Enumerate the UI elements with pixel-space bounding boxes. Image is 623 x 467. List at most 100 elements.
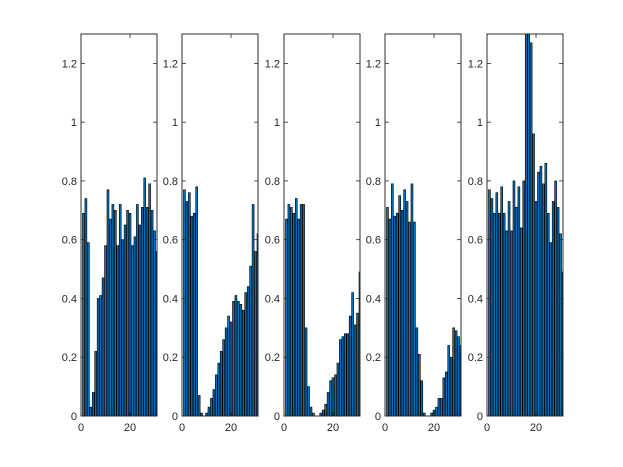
bar: [346, 333, 350, 416]
y-tick-label: 1: [375, 117, 381, 129]
bar: [96, 298, 100, 416]
subplot-3: 0 0.2 0.4 0.6 0.8 1 1.2 0 20: [265, 33, 361, 434]
bar: [183, 189, 186, 416]
bar: [497, 212, 501, 416]
bar: [353, 324, 357, 416]
bar: [234, 295, 238, 416]
bar: [99, 295, 102, 416]
bar: [109, 218, 112, 416]
bar: [94, 351, 97, 416]
bar: [101, 277, 105, 416]
bar: [207, 406, 211, 416]
bar: [309, 406, 313, 416]
bar: [229, 321, 233, 416]
bar: [420, 380, 424, 416]
y-tick-label: 1.2: [468, 58, 483, 70]
x-tick-label: 0: [281, 422, 287, 434]
bar: [331, 377, 335, 416]
bar: [138, 224, 142, 416]
bar: [185, 201, 189, 416]
bar: [244, 292, 248, 416]
bar: [547, 212, 550, 416]
bar: [442, 377, 446, 416]
bar: [430, 412, 433, 416]
bar: [405, 201, 409, 416]
bar: [445, 371, 448, 416]
axes-outline: [384, 33, 462, 417]
bar: [232, 301, 235, 416]
bar: [104, 245, 107, 416]
bar: [89, 406, 93, 416]
bar: [302, 204, 305, 416]
bar: [539, 165, 543, 416]
bar: [205, 412, 208, 416]
y-tick-label: 1.2: [265, 58, 280, 70]
y-tick-label: 0: [274, 411, 280, 423]
bar: [237, 301, 240, 416]
x-tick-label: 20: [225, 422, 237, 434]
bar: [222, 339, 225, 416]
axes-outline: [283, 33, 361, 417]
bar: [297, 218, 300, 416]
bar: [219, 351, 223, 416]
bar: [326, 392, 330, 416]
bar: [153, 230, 156, 416]
y-tick-label: 1: [477, 117, 483, 129]
bar: [341, 336, 345, 416]
bar: [334, 374, 337, 416]
bar: [339, 339, 342, 416]
bar-series: [82, 177, 157, 416]
bar: [415, 327, 419, 416]
bar: [227, 315, 230, 416]
bar: [386, 207, 389, 416]
bar: [123, 224, 127, 416]
bar: [500, 186, 503, 416]
bar: [400, 210, 404, 416]
bar: [542, 183, 545, 416]
bar: [537, 171, 540, 416]
y-tick-label: 0: [375, 411, 381, 423]
bar: [91, 392, 95, 416]
bar: [254, 251, 257, 416]
bar: [200, 412, 203, 416]
bar: [391, 183, 394, 416]
y-tick-label: 0: [172, 411, 178, 423]
bar: [351, 292, 354, 416]
y-tick-label: 0.2: [62, 352, 77, 364]
bar: [418, 353, 421, 416]
bar: [544, 162, 548, 416]
bar: [287, 204, 291, 416]
bar: [556, 207, 560, 416]
bar: [116, 245, 120, 416]
bar: [292, 212, 296, 416]
bar: [197, 395, 201, 416]
y-tick-label: 0: [477, 411, 483, 423]
y-tick-label: 0.8: [265, 176, 280, 188]
bar: [395, 212, 399, 416]
y-tick-label: 1: [71, 117, 77, 129]
bar: [457, 336, 460, 416]
bar: [512, 180, 516, 416]
bar: [454, 330, 458, 416]
bar: [437, 398, 441, 416]
bar: [251, 204, 255, 416]
bar: [348, 315, 352, 416]
x-tick-label: 20: [327, 422, 339, 434]
bar-series: [488, 34, 563, 416]
y-tick-label: 1: [274, 117, 280, 129]
bar: [551, 201, 555, 416]
bar: [155, 251, 157, 416]
bar: [307, 386, 310, 416]
y-tick-label: 0.4: [366, 293, 381, 305]
x-tick-label: 0: [179, 422, 185, 434]
bar: [524, 34, 528, 416]
bar: [495, 192, 499, 416]
bar: [111, 204, 115, 416]
y-tick-label: 0.4: [468, 293, 483, 305]
bar: [515, 207, 518, 416]
bar: [249, 265, 252, 416]
bar: [554, 180, 557, 416]
bar: [294, 198, 298, 416]
bar: [192, 212, 196, 416]
